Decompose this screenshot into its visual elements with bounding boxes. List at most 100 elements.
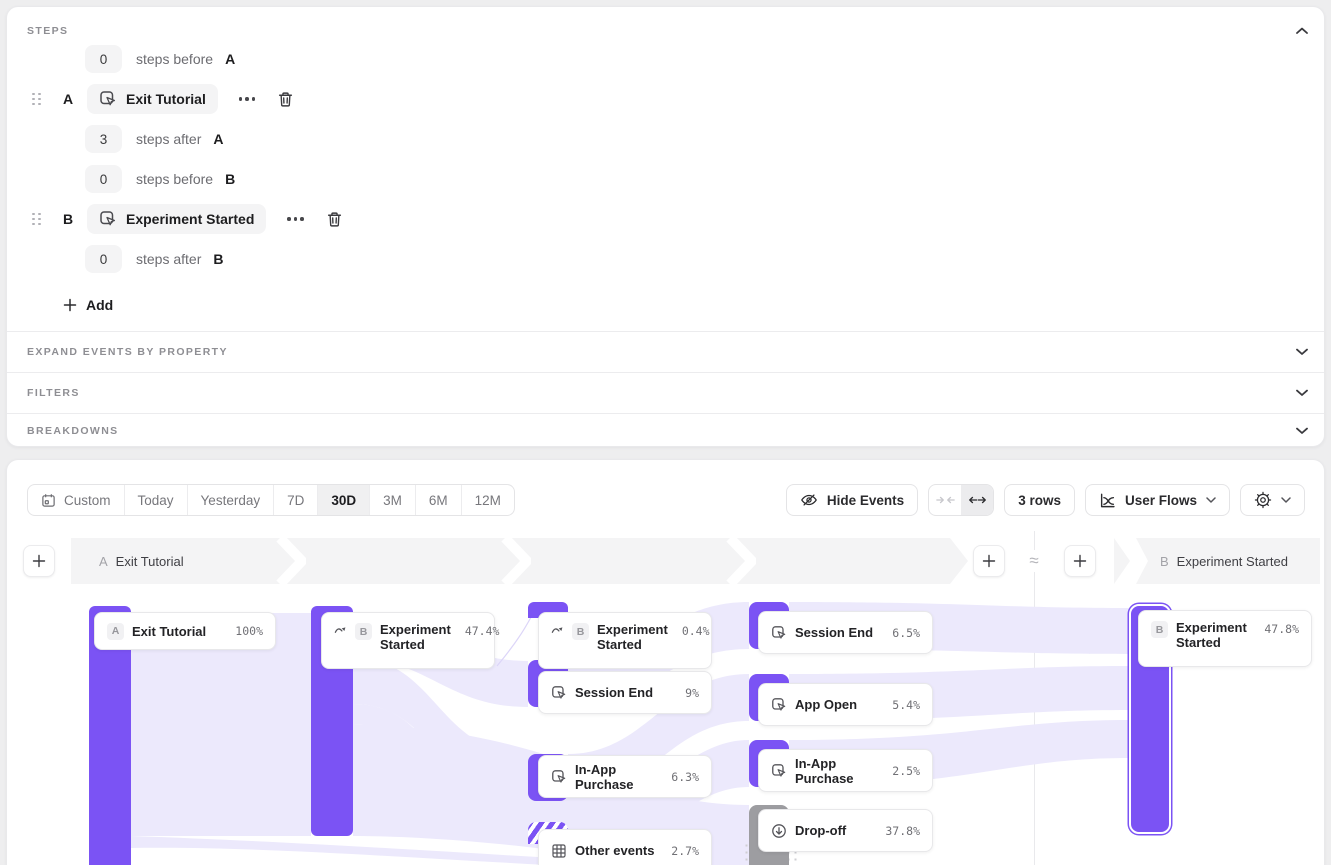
node-name: Session End <box>575 685 654 700</box>
drag-handle-icon[interactable] <box>32 212 41 226</box>
section-label: FILTERS <box>27 387 80 399</box>
steps-before-b-row: 0 steps before B <box>85 165 235 193</box>
settings-button[interactable] <box>1240 484 1305 516</box>
node-name: In-App Purchase <box>795 755 854 786</box>
flow-node-card[interactable]: B Experiment Started 47.8% <box>1138 610 1312 667</box>
flow-column-headers: A Exit Tutorial ≈ B Experiment Started <box>7 538 1324 584</box>
add-column-right-button[interactable] <box>1064 545 1096 577</box>
flow-node-card[interactable]: In-App Purchase 2.5% <box>758 749 933 792</box>
node-name: App Open <box>795 697 858 712</box>
event-click-icon <box>771 763 787 779</box>
column-b-prefix: B <box>1160 553 1169 569</box>
date-30d-selected[interactable]: 30D <box>318 485 371 515</box>
event-click-icon <box>551 769 567 785</box>
collapse-steps-icon[interactable] <box>1292 21 1312 41</box>
step-badge: B <box>1151 621 1168 638</box>
steps-before-a-label: steps before <box>136 51 214 67</box>
expand-columns-icon[interactable] <box>961 485 994 515</box>
flow-node-card[interactable]: B Experiment Started 47.4% <box>321 612 499 669</box>
section-label: EXPAND EVENTS BY PROPERTY <box>27 346 228 358</box>
step-badge: B <box>355 623 372 640</box>
flow-node-card[interactable]: Other events 2.7% <box>538 829 712 865</box>
event-click-icon <box>99 210 117 228</box>
user-flows-icon <box>1099 492 1116 509</box>
hide-events-button[interactable]: Hide Events <box>785 484 919 516</box>
node-name: Experiment Started <box>380 622 451 652</box>
node-percent: 2.5% <box>892 763 920 778</box>
date-12m[interactable]: 12M <box>474 492 501 508</box>
node-percent: 9% <box>685 685 699 700</box>
event-selector-b[interactable]: Experiment Started <box>87 204 267 234</box>
rows-button[interactable]: 3 rows <box>1004 484 1075 516</box>
date-6m[interactable]: 6M <box>416 485 462 515</box>
node-percent: 6.3% <box>671 769 699 784</box>
column-a-title: Exit Tutorial <box>115 553 184 569</box>
add-step-button[interactable]: Add <box>63 291 113 319</box>
node-name: Drop-off <box>795 823 847 838</box>
flow-node-card[interactable]: In-App Purchase 6.3% <box>538 755 712 798</box>
hide-events-label: Hide Events <box>826 492 905 508</box>
date-yesterday[interactable]: Yesterday <box>188 485 275 515</box>
steps-after-a-label: steps after <box>136 131 202 147</box>
column-a-header: A Exit Tutorial <box>99 538 184 584</box>
dropoff-icon <box>771 823 787 839</box>
section-filters[interactable]: FILTERS <box>7 372 1324 413</box>
view-selector-button[interactable]: User Flows <box>1084 484 1230 516</box>
more-options-icon[interactable] <box>235 93 259 105</box>
steps-after-b-ref: B <box>213 251 224 267</box>
steps-before-a-ref: A <box>225 51 236 67</box>
step-b-row: B Experiment Started <box>32 204 343 234</box>
steps-title: STEPS <box>27 25 69 37</box>
delete-step-icon[interactable] <box>277 91 294 108</box>
grid-icon <box>551 843 567 859</box>
node-name: Experiment Started <box>1176 620 1247 650</box>
steps-after-a-input[interactable]: 3 <box>85 125 122 153</box>
column-b-header: B Experiment Started <box>1160 538 1288 584</box>
event-click-icon <box>771 697 787 713</box>
plus-icon <box>63 298 77 312</box>
step-badge: B <box>572 623 589 640</box>
flow-node-card[interactable]: Session End 6.5% <box>758 611 933 654</box>
calendar-icon <box>41 493 56 508</box>
section-breakdowns[interactable]: BREAKDOWNS <box>7 413 1324 448</box>
flow-node-card[interactable]: B Experiment Started 0.4% <box>538 612 712 669</box>
delete-step-icon[interactable] <box>326 211 343 228</box>
add-column-middle-button[interactable] <box>973 545 1005 577</box>
event-click-icon <box>551 685 567 701</box>
flow-continue-icon <box>551 623 564 636</box>
event-click-icon <box>99 90 117 108</box>
date-7d[interactable]: 7D <box>274 485 319 515</box>
more-options-icon[interactable] <box>283 213 307 225</box>
date-today[interactable]: Today <box>125 485 188 515</box>
steps-after-b-label: steps after <box>136 251 202 267</box>
steps-before-a-input[interactable]: 0 <box>85 45 122 73</box>
date-3m[interactable]: 3M <box>370 485 416 515</box>
flow-node-card[interactable]: Session End 9% <box>538 671 712 714</box>
steps-before-b-label: steps before <box>136 171 214 187</box>
node-percent: 47.4% <box>464 624 500 638</box>
flow-node-card-dropoff[interactable]: Drop-off 37.8% <box>758 809 933 852</box>
non-adjacent-indicator: ≈ <box>1020 550 1048 572</box>
column-band-b: B Experiment Started <box>1136 538 1320 584</box>
collapse-expand-control <box>928 484 995 516</box>
gear-icon <box>1254 491 1272 509</box>
drag-handle-icon[interactable] <box>32 92 41 106</box>
flow-node-card[interactable]: A Exit Tutorial 100% <box>94 612 276 650</box>
section-expand-events-by-property[interactable]: EXPAND EVENTS BY PROPERTY <box>7 331 1324 372</box>
event-selector-a[interactable]: Exit Tutorial <box>87 84 218 114</box>
node-name: In-App Purchase <box>575 761 634 792</box>
steps-after-b-input[interactable]: 0 <box>85 245 122 273</box>
chart-toolbar: Custom Today Yesterday 7D 30D 3M 6M 12M … <box>7 484 1324 516</box>
flow-node-card[interactable]: App Open 5.4% <box>758 683 933 726</box>
add-column-left-button[interactable] <box>23 545 55 577</box>
node-percent: 100% <box>235 624 263 638</box>
node-name: Other events <box>575 843 655 858</box>
column-band-a: A Exit Tutorial <box>71 538 968 584</box>
flow-continue-icon <box>334 623 347 636</box>
column-b-title: Experiment Started <box>1176 553 1288 569</box>
collapse-columns-icon[interactable] <box>929 485 961 515</box>
steps-before-b-input[interactable]: 0 <box>85 165 122 193</box>
column-band-b-arrow <box>1114 538 1130 584</box>
date-custom[interactable]: Custom <box>28 485 125 515</box>
step-a-letter: A <box>63 91 74 107</box>
